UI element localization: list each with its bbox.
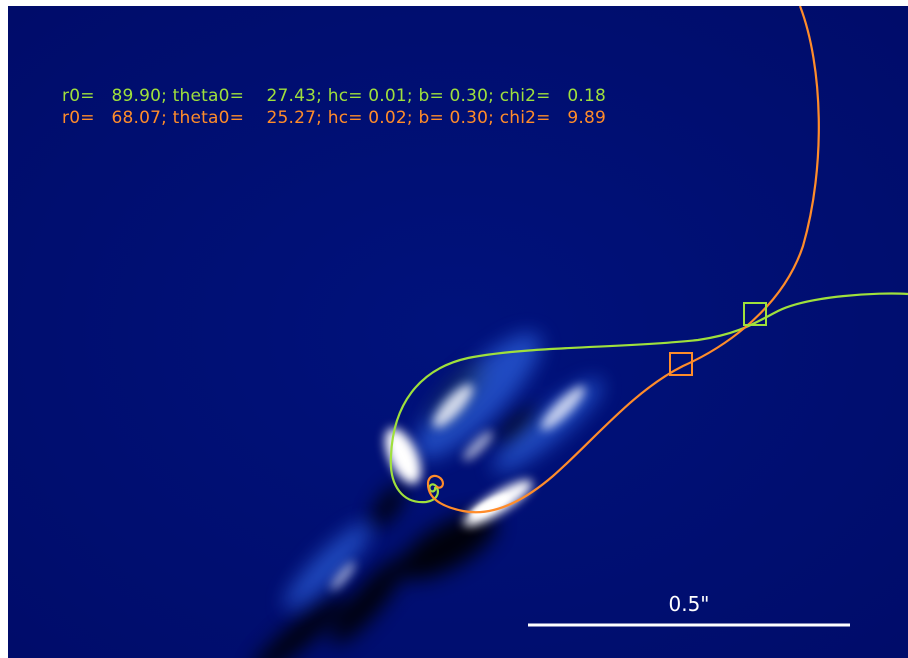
- orange-model-spiral: [426, 6, 820, 514]
- green-fit-parameters: r0= 89.90; theta0= 27.43; hc= 0.01; b= 0…: [62, 86, 607, 106]
- orange-marker-square: [669, 352, 693, 376]
- dark-residual-regions: [251, 364, 538, 658]
- scale-bar-label: 0.5": [668, 592, 710, 616]
- image-frame: r0= 89.90; theta0= 27.43; hc= 0.01; b= 0…: [8, 6, 908, 658]
- green-marker-square: [743, 302, 767, 326]
- orange-fit-parameters: r0= 68.07; theta0= 25.27; hc= 0.02; b= 0…: [62, 108, 607, 128]
- disk-image: [8, 6, 908, 658]
